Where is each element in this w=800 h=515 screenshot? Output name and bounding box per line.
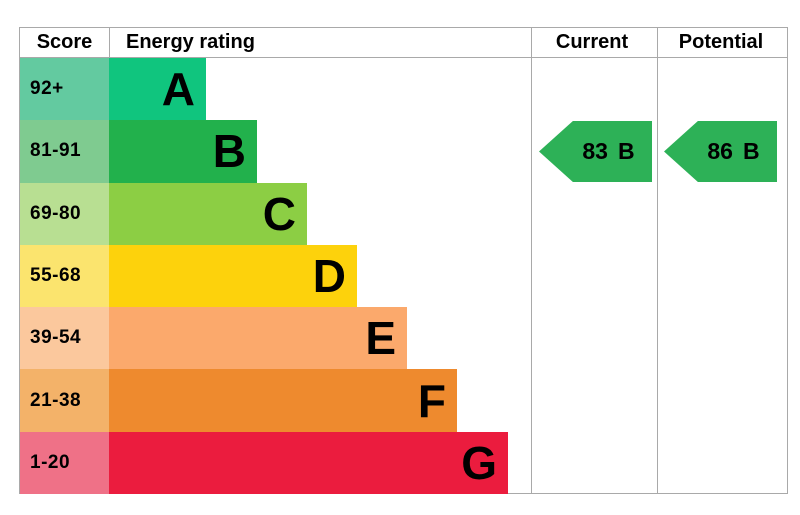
band-score-range: 21-38: [20, 369, 109, 432]
band-row: 92+ A: [20, 58, 531, 121]
band-row: 39-54 E: [20, 307, 531, 370]
band-score-range: 1-20: [20, 431, 109, 494]
potential-column-left-border: [657, 28, 658, 493]
potential-rating-score: 86: [707, 137, 733, 164]
table-header-row: Score Energy rating Current Potential: [20, 28, 787, 58]
band-row: 81-91 B: [20, 120, 531, 183]
band-bar-d: D: [109, 244, 357, 308]
band-rows: 92+ A 81-91 B 69-80 C 55-68 D 39-54 E 21…: [20, 58, 531, 494]
band-bar-e: E: [109, 307, 407, 370]
band-bar-c: C: [109, 182, 307, 245]
current-rating-score: 83: [582, 137, 608, 164]
band-score-range: 92+: [20, 58, 109, 121]
energy-rating-column-header: Energy rating: [109, 28, 529, 57]
band-bar-f: F: [109, 369, 457, 432]
epc-table: Score Energy rating Current Potential 92…: [19, 27, 788, 494]
band-score-range: 81-91: [20, 120, 109, 183]
current-column-left-border: [531, 28, 532, 493]
band-score-range: 39-54: [20, 307, 109, 370]
band-bar-g: G: [109, 431, 508, 494]
current-rating-band: B: [617, 137, 635, 164]
band-row: 55-68 D: [20, 244, 531, 308]
band-row: 1-20 G: [20, 431, 531, 494]
band-row: 21-38 F: [20, 369, 531, 432]
potential-column-header: Potential: [678, 31, 764, 53]
current-rating-arrow: 83 B: [539, 120, 652, 182]
current-column-header: Current: [555, 31, 629, 53]
band-row: 69-80 C: [20, 182, 531, 245]
band-bar-b: B: [109, 120, 257, 183]
band-bar-a: A: [109, 58, 206, 121]
band-score-range: 69-80: [20, 182, 109, 245]
score-column-header: Score: [36, 31, 93, 53]
potential-rating-arrow: 86 B: [664, 120, 777, 182]
potential-rating-band: B: [742, 137, 760, 164]
band-score-range: 55-68: [20, 244, 109, 308]
